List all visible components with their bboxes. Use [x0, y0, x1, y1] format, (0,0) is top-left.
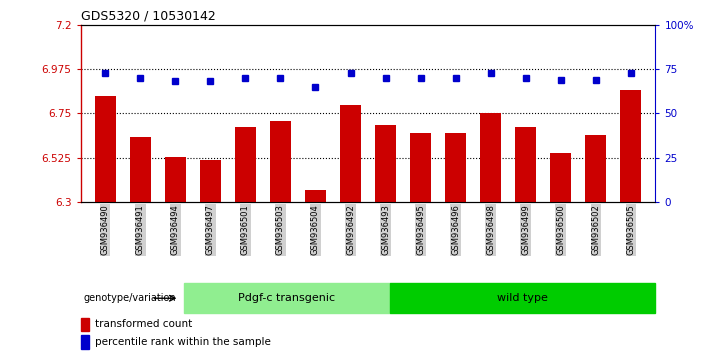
Bar: [95, 96, 116, 202]
Bar: [340, 105, 361, 202]
Bar: [550, 153, 571, 202]
Bar: [165, 156, 186, 202]
Bar: [200, 160, 221, 202]
Bar: [270, 121, 291, 202]
Text: wild type: wild type: [497, 293, 548, 303]
Bar: [81, 335, 88, 349]
Bar: [375, 125, 396, 202]
Bar: [410, 133, 431, 202]
Text: Pdgf-c transgenic: Pdgf-c transgenic: [238, 293, 336, 303]
Bar: [445, 133, 466, 202]
Bar: [305, 190, 326, 202]
Bar: [480, 113, 501, 202]
Bar: [184, 283, 390, 313]
Text: genotype/variation: genotype/variation: [83, 293, 176, 303]
Text: transformed count: transformed count: [95, 319, 192, 329]
Bar: [585, 135, 606, 202]
Bar: [515, 127, 536, 202]
Bar: [81, 318, 88, 331]
Text: percentile rank within the sample: percentile rank within the sample: [95, 337, 271, 347]
Bar: [390, 283, 655, 313]
Bar: [130, 137, 151, 202]
Text: GDS5320 / 10530142: GDS5320 / 10530142: [81, 9, 215, 22]
Bar: [235, 127, 256, 202]
Bar: [620, 90, 641, 202]
